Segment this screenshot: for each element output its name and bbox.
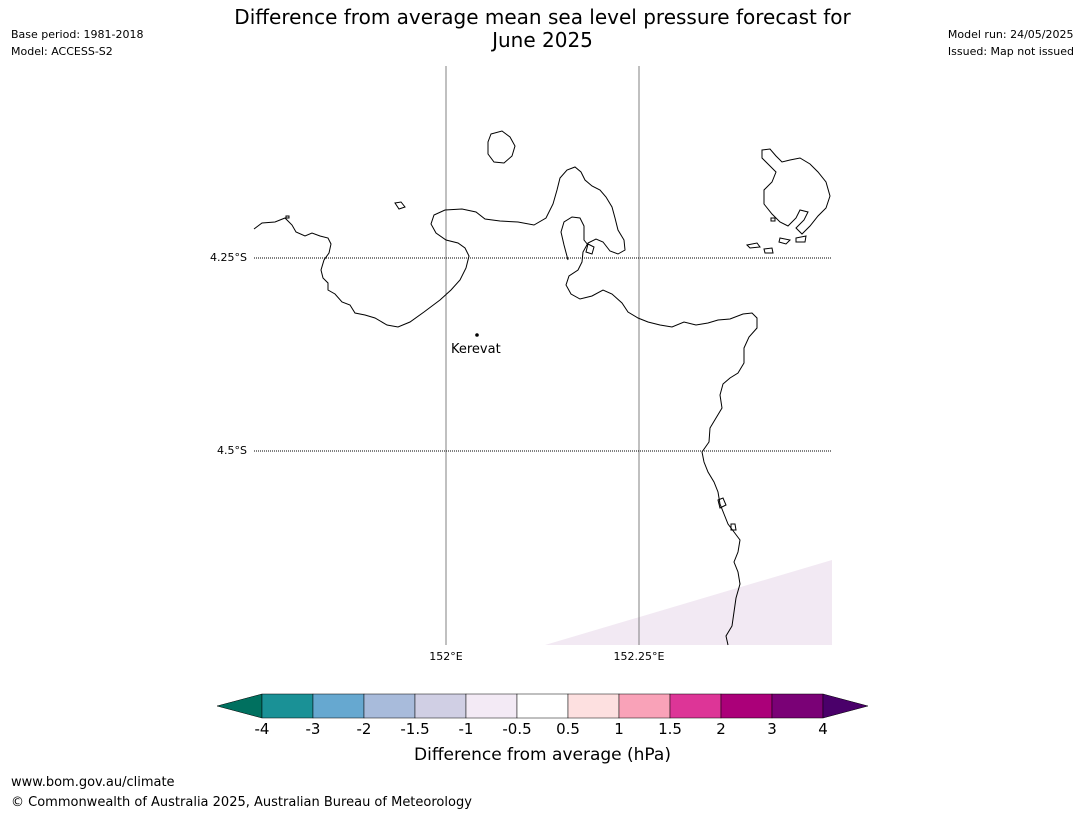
colorbar-label: Difference from average (hPa) (414, 745, 671, 765)
colorbar-tick-label: 4 (818, 720, 828, 738)
model-run-text: Model run: 24/05/2025 (947, 28, 1074, 41)
islands-northeast (761, 148, 831, 235)
colorbar-bin (465, 693, 518, 719)
metadata-left: Base period: 1981-2018 Model: ACCESS-S2 (11, 26, 143, 60)
lon-label-152-25e: 152.25°E (613, 650, 665, 663)
shaded-region (545, 560, 832, 645)
colorbar-tick-label: -1 (458, 720, 474, 738)
map-title: Difference from average mean sea level p… (0, 6, 1085, 52)
footer-url: www.bom.gov.au/climate (11, 775, 175, 790)
islet-ne-5 (770, 217, 776, 222)
lat-label-4-5s: 4.5°S (217, 444, 247, 457)
place-label-kerevat: Kerevat (451, 342, 501, 357)
islet-east-coast-1 (717, 497, 727, 509)
colorbar-bin (567, 693, 620, 719)
colorbar-tick-label: 1 (614, 720, 624, 738)
kerevat-marker (475, 333, 479, 337)
model-text: Model: ACCESS-S2 (11, 45, 113, 58)
colorbar-tick-label: 0.5 (556, 720, 580, 738)
colorbar-over-triangle (822, 693, 869, 719)
colorbar-tick-label: -4 (254, 720, 270, 738)
colorbar-tick-label: 2 (716, 720, 726, 738)
islet-ne-3 (778, 237, 792, 245)
colorbar (216, 693, 869, 719)
footer-copyright: © Commonwealth of Australia 2025, Austra… (11, 795, 472, 810)
issued-text: Issued: Map not issued (947, 45, 1074, 58)
map-title-line2: June 2025 (492, 28, 593, 52)
coastline-peninsula-inner (560, 216, 589, 261)
colorbar-tick-label: -3 (305, 720, 321, 738)
islet-west (394, 201, 406, 210)
islet-ne-1 (745, 242, 761, 249)
colorbar-bin (771, 693, 824, 719)
base-period-text: Base period: 1981-2018 (11, 28, 144, 41)
islet-tiny (285, 215, 290, 219)
islet-ne-2 (763, 247, 774, 254)
colorbar-bin (414, 693, 467, 719)
coastline-west-bay (253, 166, 758, 646)
islet-ne-4 (795, 235, 807, 243)
colorbar-tick-label: -1.5 (400, 720, 430, 738)
colorbar-tick-label: 3 (767, 720, 777, 738)
colorbar-bin (669, 693, 722, 719)
lon-label-152e: 152°E (429, 650, 463, 663)
colorbar-bin (720, 693, 773, 719)
colorbar-tick-label: -2 (356, 720, 372, 738)
lat-label-4-25s: 4.25°S (210, 251, 247, 264)
map-title-line1: Difference from average mean sea level p… (234, 5, 851, 29)
islet-east-coast-2 (730, 523, 737, 531)
colorbar-bin (618, 693, 671, 719)
colorbar-tick-label: 1.5 (658, 720, 682, 738)
colorbar-tick-label: -0.5 (502, 720, 532, 738)
islet-north (487, 130, 516, 164)
colorbar-bin (516, 693, 569, 719)
colorbar-bin (363, 693, 416, 719)
colorbar-bin (312, 693, 365, 719)
colorbar-bin (261, 693, 314, 719)
metadata-right: Model run: 24/05/2025 Issued: Map not is… (948, 26, 1074, 60)
islet-small-1 (585, 243, 595, 255)
colorbar-under-triangle (216, 693, 263, 719)
coastline (253, 130, 831, 646)
